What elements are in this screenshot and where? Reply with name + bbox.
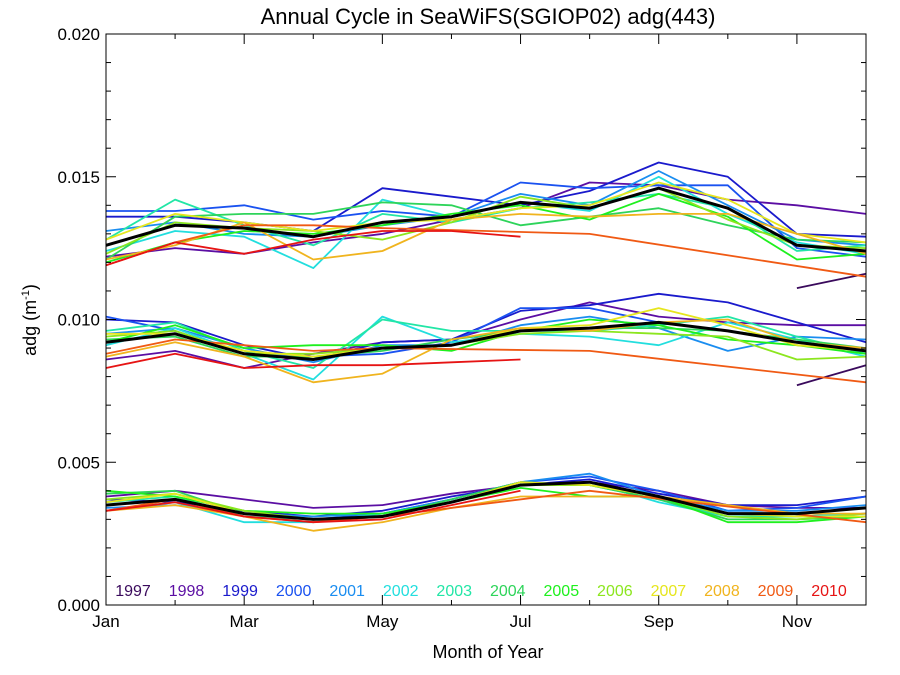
y-tick-label: 0.010 — [57, 311, 100, 330]
series-2005 — [105, 193, 867, 524]
y-tick-label: 0.020 — [57, 25, 100, 44]
legend-label-1997: 1997 — [115, 583, 151, 600]
series-mean — [105, 186, 867, 521]
series-line-2008-1 — [105, 318, 867, 384]
series-2003 — [105, 193, 867, 521]
y-tick-label: 0.000 — [57, 596, 100, 615]
x-tick-label: Sep — [644, 612, 674, 631]
series-line-1997-0 — [796, 272, 867, 289]
legend-label-1998: 1998 — [169, 583, 205, 600]
x-tick-label: Jul — [510, 612, 532, 631]
legend-label-2003: 2003 — [436, 583, 472, 600]
legend-label-2006: 2006 — [597, 583, 633, 600]
series-2009 — [105, 224, 867, 524]
legend-label-2004: 2004 — [490, 583, 526, 600]
mean-line-2 — [105, 480, 867, 521]
x-tick-label: Jan — [92, 612, 119, 631]
y-tick-label: 0.015 — [57, 168, 100, 187]
mean-line-1 — [105, 320, 867, 361]
legend-label-1999: 1999 — [222, 583, 258, 600]
series-line-2007-0 — [105, 181, 867, 244]
series-line-2010-2 — [105, 489, 521, 524]
legend-label-2008: 2008 — [704, 583, 740, 600]
legend-label-2009: 2009 — [758, 583, 794, 600]
series-line-2004-0 — [105, 201, 867, 261]
series-line-1997-1 — [796, 364, 867, 387]
series-2006 — [105, 187, 867, 521]
legend-label-2001: 2001 — [329, 583, 365, 600]
series-line-2000-0 — [106, 181, 867, 258]
y-tick-label: 0.005 — [57, 453, 100, 472]
y-axis-label-sup: -1 — [20, 290, 32, 300]
y-axis: 0.000 0.005 0.010 0.015 0.020 — [57, 25, 866, 615]
legend-label-2007: 2007 — [651, 583, 687, 600]
chart-title: Annual Cycle in SeaWiFS(SGIOP02) adg(443… — [261, 4, 716, 29]
series-2008 — [105, 213, 867, 532]
series-line-2009-1 — [105, 338, 867, 384]
x-axis-label: Month of Year — [432, 642, 543, 662]
x-tick-label: May — [366, 612, 399, 631]
series-line-2010-0 — [105, 230, 521, 267]
legend-label-2000: 2000 — [276, 583, 312, 600]
series-line-2010-1 — [105, 352, 521, 369]
legend-label-2010: 2010 — [811, 583, 847, 600]
x-axis: Jan Mar May Jul Sep Nov — [92, 34, 867, 631]
series-1997 — [796, 272, 867, 518]
y-axis-label-close: ) — [20, 284, 40, 290]
y-axis-label-main: adg (m — [20, 300, 40, 356]
mean-line-0 — [105, 186, 867, 253]
series-line-2001-0 — [105, 170, 867, 247]
x-tick-label: Nov — [782, 612, 813, 631]
legend-label-2002: 2002 — [383, 583, 419, 600]
series-2010 — [105, 230, 521, 524]
x-tick-label: Mar — [230, 612, 260, 631]
series-line-2003-1 — [105, 315, 867, 369]
legend: 1997 1998 1999 2000 2001 2002 2003 2004 2005 2006… — [115, 583, 847, 600]
legend-label-2005: 2005 — [544, 583, 580, 600]
plot-area — [105, 161, 867, 532]
y-axis-label: adg (m-1) — [20, 284, 40, 356]
